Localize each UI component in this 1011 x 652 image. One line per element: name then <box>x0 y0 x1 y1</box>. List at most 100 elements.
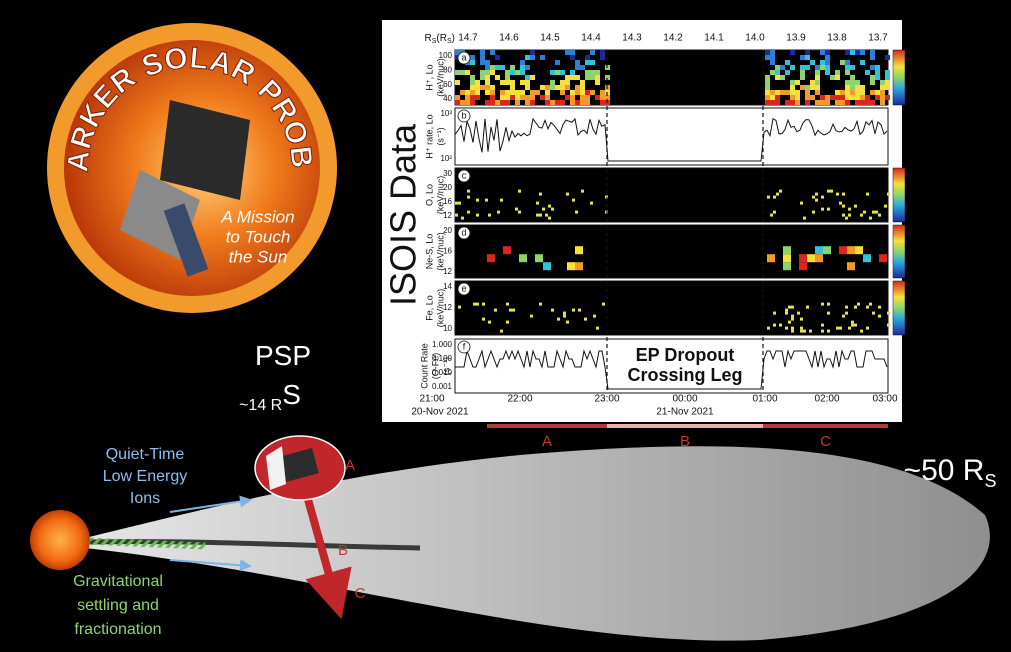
spectrogram-cell <box>458 202 461 205</box>
spectrogram-cell <box>845 95 850 100</box>
leg-label: C <box>820 433 831 450</box>
spectrogram-cell <box>823 246 831 254</box>
spectrogram-cell <box>520 70 525 75</box>
settling-band <box>85 541 205 546</box>
spectrogram-cell <box>585 100 590 105</box>
spectrogram-cell <box>539 193 542 196</box>
spectrogram-cell <box>490 85 495 90</box>
spectrogram-cell <box>848 208 851 211</box>
spectrogram-cell <box>780 90 785 95</box>
spectrogram-cell <box>465 100 470 105</box>
y-tick-label: 12 <box>443 267 452 276</box>
spectrogram-cell <box>765 90 770 95</box>
spectrogram-cell <box>803 330 806 333</box>
spectrogram-cell <box>530 50 535 55</box>
spectrogram-cell <box>575 90 580 95</box>
spectrogram-cell <box>825 100 830 105</box>
leg-label: B <box>680 433 690 450</box>
spectrogram-cell <box>770 90 775 95</box>
spectrogram-cell <box>500 330 503 333</box>
spectrogram-cell <box>575 75 580 80</box>
spectrogram-cell <box>467 196 470 199</box>
date-label: 20-Nov 2021 <box>411 407 469 418</box>
leg-bar <box>763 424 888 428</box>
spectrogram-cell <box>775 95 780 100</box>
top-axis-label-part: R <box>425 33 432 44</box>
spectrogram-cell <box>536 214 539 217</box>
spectrogram-cell <box>805 50 810 55</box>
colorbar <box>893 281 905 335</box>
time-tick-label: 22:00 <box>507 394 532 405</box>
spectrogram-cell <box>860 60 865 65</box>
spectrogram-cell <box>820 60 825 65</box>
spectrogram-cell <box>875 211 878 214</box>
spectrogram-cell <box>854 306 857 309</box>
spectrogram-cell <box>461 217 464 220</box>
top-tick-label: 14.3 <box>622 33 642 44</box>
spectrogram-cell <box>482 303 485 306</box>
spectrogram-cell <box>575 65 580 70</box>
time-tick-label: 03:00 <box>872 394 897 405</box>
y-tick-label: 100 <box>439 51 453 60</box>
time-tick-label: 02:00 <box>814 394 839 405</box>
y-tick-label: 14 <box>443 282 452 291</box>
spectrogram-cell <box>820 95 825 100</box>
spectrogram-cell <box>495 75 500 80</box>
spectrogram-cell <box>821 324 824 327</box>
spectrogram-cell <box>470 90 475 95</box>
spectrogram-cell <box>785 90 790 95</box>
spectrogram-cell <box>775 65 780 70</box>
spectrogram-cell <box>800 202 803 205</box>
spectrogram-cell <box>460 90 465 95</box>
top-tick-label: 13.9 <box>786 33 806 44</box>
spectrogram-cell <box>500 95 505 100</box>
spectrogram-cell <box>540 95 545 100</box>
spectrogram-cell <box>575 100 580 105</box>
spectrogram-cell <box>825 55 830 60</box>
spectrogram-cell <box>840 100 845 105</box>
spectrogram-cell <box>885 85 890 90</box>
spectrogram-cell <box>475 85 480 90</box>
spectrogram-cell <box>550 85 555 90</box>
spectrogram-cell <box>869 303 872 306</box>
spectrogram-cell <box>550 70 555 75</box>
spectrogram-cell <box>783 254 791 262</box>
spectrogram-cell <box>455 95 460 100</box>
spectrogram-cell <box>863 254 871 262</box>
spectrogram-cell <box>836 327 839 330</box>
spectrogram-cell <box>780 65 785 70</box>
spectrogram-cell <box>475 95 480 100</box>
spectrogram-cell <box>565 85 570 90</box>
spectrogram-cell <box>800 318 803 321</box>
spectrogram-cell <box>570 95 575 100</box>
spectrogram-cell <box>885 75 890 80</box>
spectrogram-cell <box>765 85 770 90</box>
figure: PARKER SOLAR PROBE A Missionto Touchthe … <box>0 0 1011 652</box>
spectrogram-cell <box>550 100 555 105</box>
spectrogram-cell <box>473 303 476 306</box>
far-label: ~50 RS <box>904 454 997 491</box>
spectrogram-cell <box>770 95 775 100</box>
spectrogram-cell <box>488 214 491 217</box>
spectrogram-cell <box>595 70 600 75</box>
time-tick-label: 01:00 <box>752 394 777 405</box>
spectrogram-cell <box>490 100 495 105</box>
spectrogram-cell <box>839 246 847 254</box>
spectrogram-cell <box>870 90 875 95</box>
spectrogram-cell <box>800 330 803 333</box>
y-tick-label: 0.001 <box>432 382 453 391</box>
spectrogram-cell <box>548 205 551 208</box>
spectrogram-cell <box>600 55 605 60</box>
spectrogram-cell <box>460 70 465 75</box>
sun <box>30 510 90 570</box>
spectrogram-cell <box>825 65 830 70</box>
spectrogram-cell <box>887 193 890 196</box>
spectrogram-cell <box>520 95 525 100</box>
spectrogram-cell <box>480 60 485 65</box>
quiet-label: Low Energy <box>103 468 188 485</box>
y-tick-label: 20 <box>443 183 452 192</box>
spectrogram-cell <box>595 80 600 85</box>
top-tick-label: 14.4 <box>581 33 601 44</box>
spectrogram-cell <box>800 65 805 70</box>
spectrogram-cell <box>455 80 460 85</box>
